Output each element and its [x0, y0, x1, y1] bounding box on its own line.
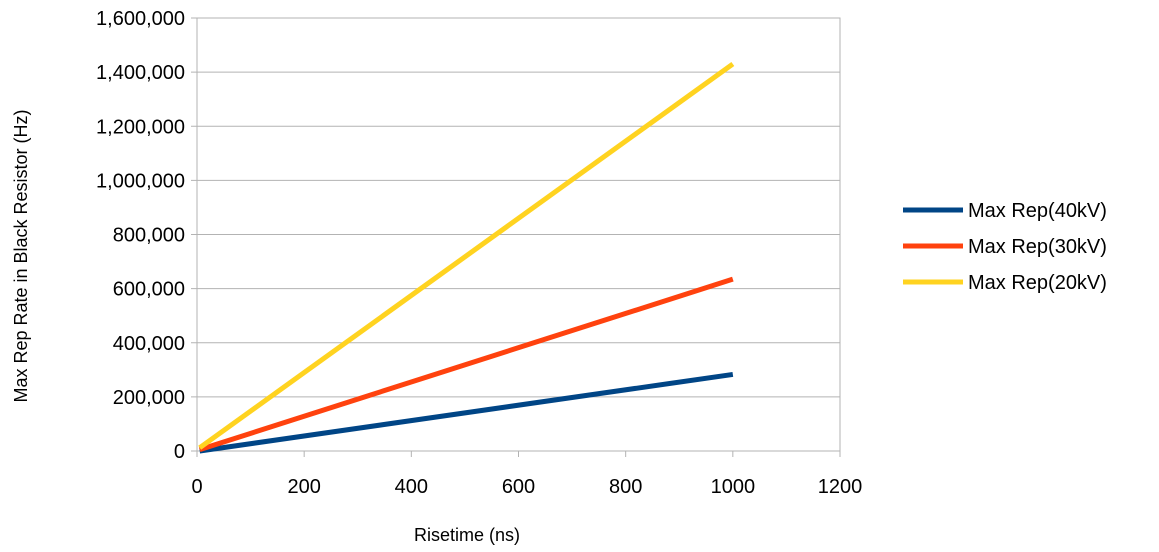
legend-label: Max Rep(20kV) — [968, 272, 1107, 294]
legend-label: Max Rep(40kV) — [968, 200, 1107, 222]
legend: Max Rep(40kV) Max Rep(30kV) Max Rep(20kV) — [903, 200, 1107, 294]
y-tick-label: 200,000 — [113, 387, 185, 409]
y-tick-label: 600,000 — [113, 279, 185, 301]
x-tick-label: 200 — [287, 476, 320, 498]
y-tick-label: 0 — [174, 441, 185, 463]
y-tick-label: 1,600,000 — [96, 8, 185, 30]
series-line — [198, 61, 735, 450]
x-tick-label: 1000 — [711, 476, 756, 498]
y-axis-tick-labels: 0 200,000 400,000 600,000 800,000 1,000,000 1,… — [96, 8, 185, 463]
y-tick-label: 400,000 — [113, 333, 185, 355]
x-tick-label: 400 — [395, 476, 428, 498]
x-axis-title: Risetime (ns) — [414, 525, 520, 545]
plot-frame — [196, 17, 841, 457]
x-axis-tick-labels: 0 200 400 600 800 1000 1200 — [191, 476, 862, 498]
x-tick-label: 600 — [502, 476, 535, 498]
y-tick-label: 1,000,000 — [96, 170, 185, 192]
y-tick-label: 1,200,000 — [96, 116, 185, 138]
series-line — [198, 276, 734, 453]
y-tick-label: 1,400,000 — [96, 62, 185, 84]
series-lines — [198, 61, 735, 454]
y-axis-title: Max Rep Rate in Black Resistor (Hz) — [11, 109, 31, 402]
x-tick-label: 800 — [609, 476, 642, 498]
x-tick-label: 0 — [191, 476, 202, 498]
series-line — [199, 371, 734, 454]
y-tick-label: 800,000 — [113, 225, 185, 247]
legend-label: Max Rep(30kV) — [968, 236, 1107, 258]
x-tick-label: 1200 — [818, 476, 863, 498]
